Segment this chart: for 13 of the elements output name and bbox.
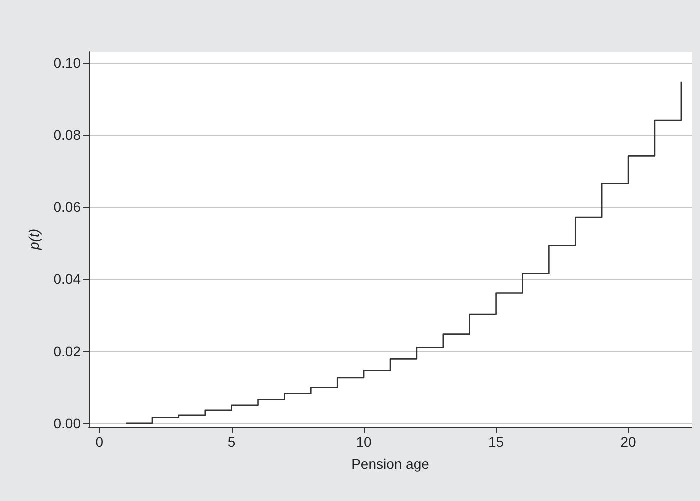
x-tick-label: 10 <box>356 434 372 450</box>
x-tick-label: 15 <box>488 434 504 450</box>
x-tick-label: 20 <box>620 434 637 450</box>
x-tick-label: 0 <box>96 434 104 450</box>
y-tick-label: 0.00 <box>54 415 82 432</box>
x-axis-title: Pension age <box>352 456 430 472</box>
y-tick-label: 0.06 <box>54 199 82 216</box>
x-tick-label: 5 <box>228 434 236 450</box>
y-axis-title: p(t) <box>26 229 42 251</box>
y-tick-label: 0.10 <box>54 54 82 71</box>
y-tick-label: 0.08 <box>54 126 82 143</box>
y-tick-label: 0.04 <box>54 271 82 288</box>
y-tick-label: 0.02 <box>54 343 82 360</box>
